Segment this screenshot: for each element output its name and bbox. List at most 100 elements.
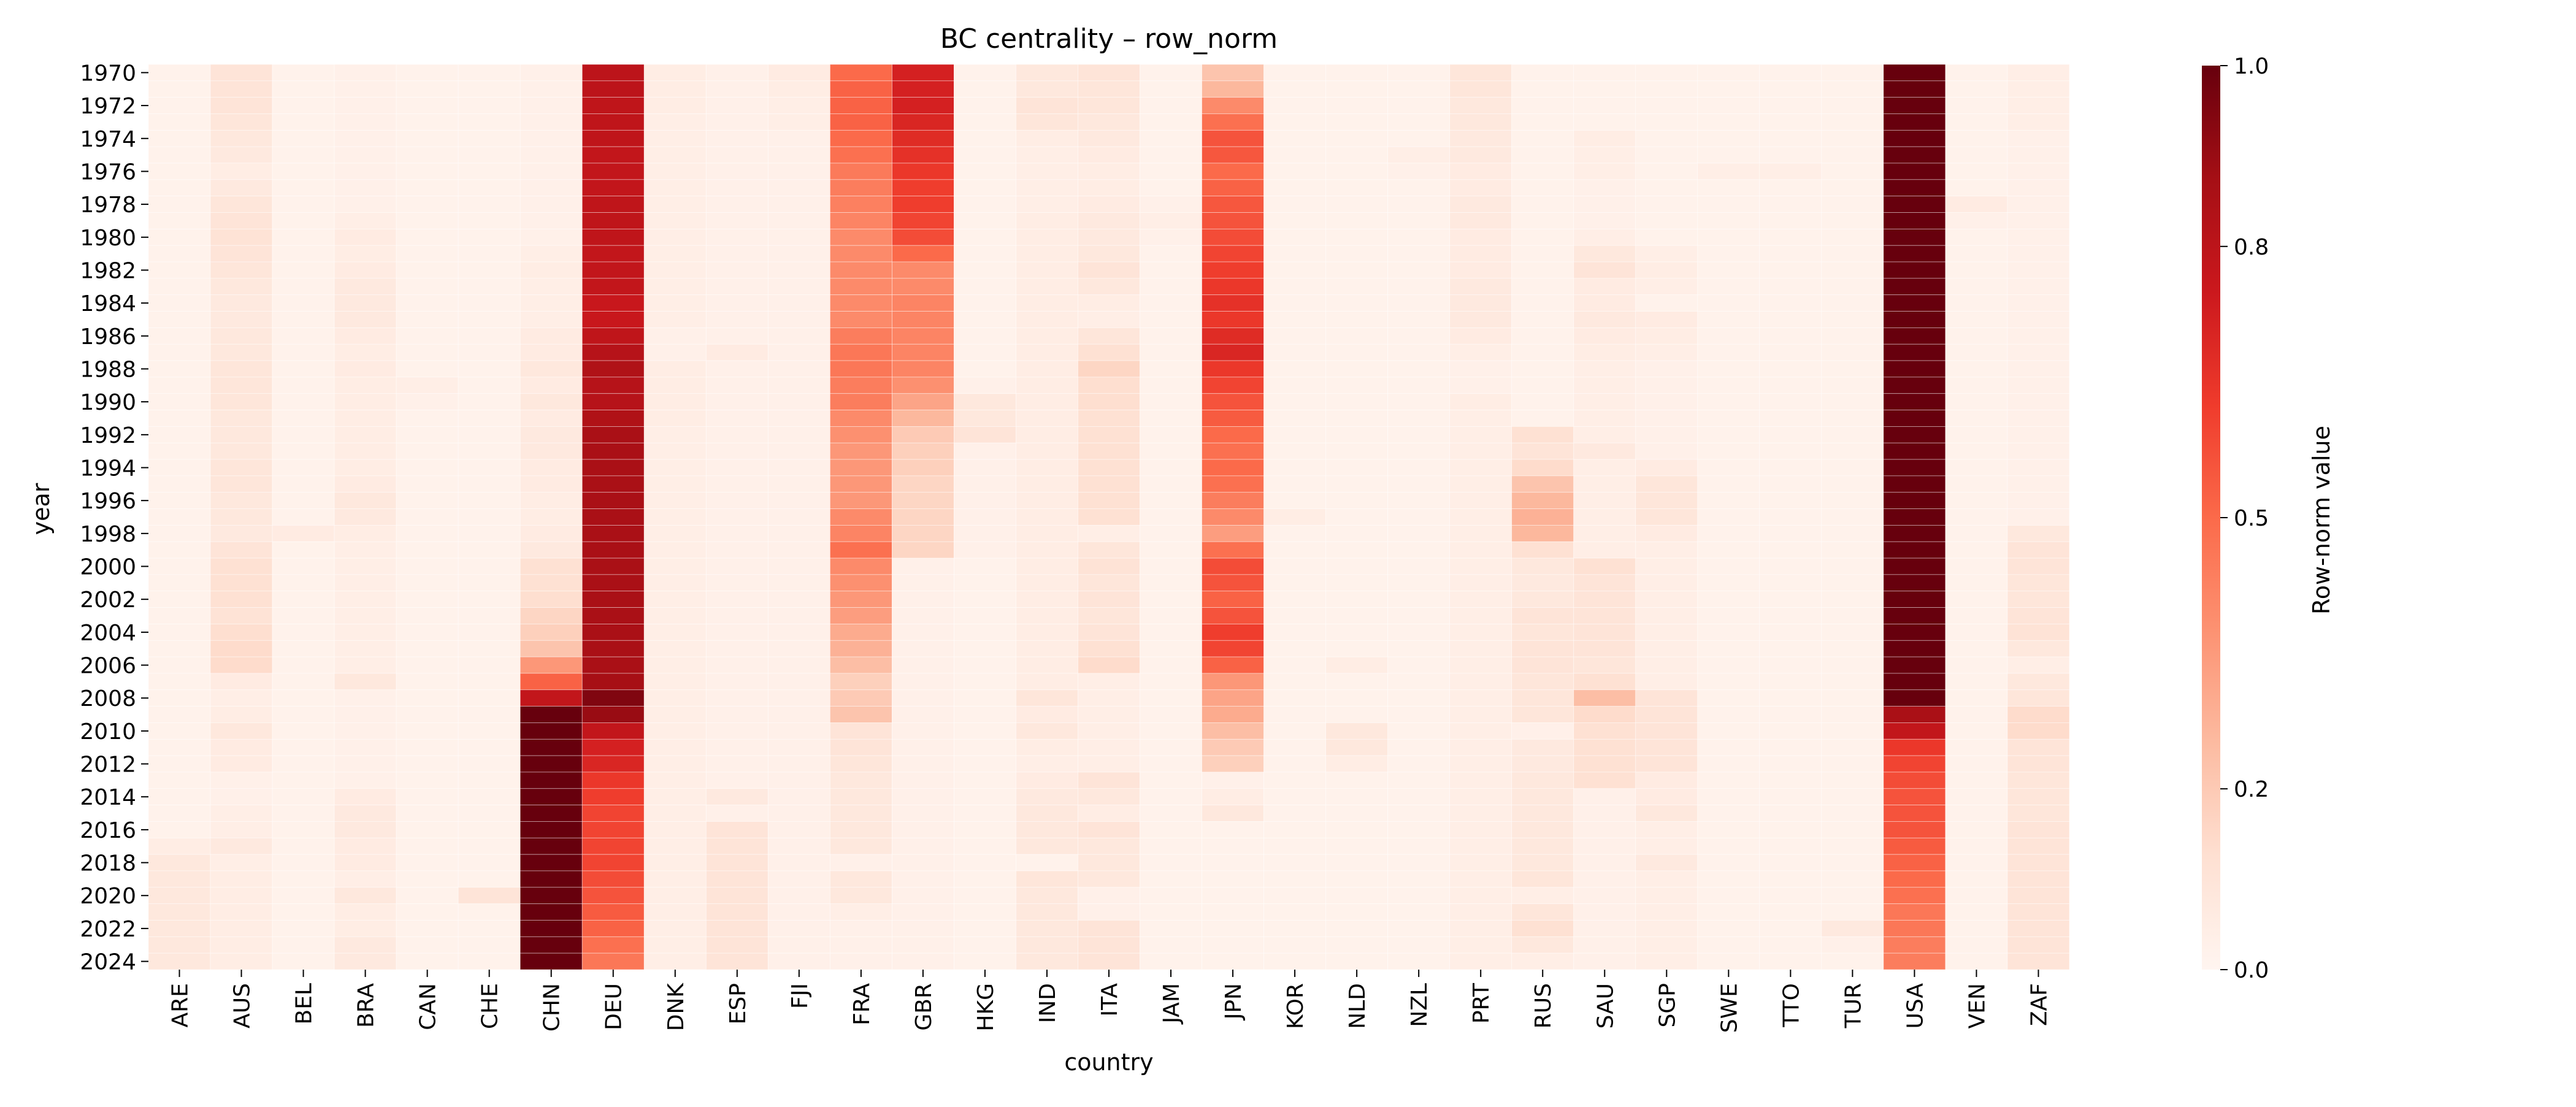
heatmap-cell-ZAF-1992: [2007, 426, 2070, 443]
heatmap-cell-PRT-2017: [1449, 837, 1512, 855]
heatmap-cell-DNK-1994: [643, 459, 707, 477]
heatmap-cell-USA-2004: [1883, 624, 1946, 641]
heatmap-cell-KOR-2000: [1263, 557, 1327, 575]
heatmap-cell-FRA-2008: [829, 689, 892, 707]
heatmap-cell-BEL-2001: [272, 574, 335, 592]
heatmap-cell-KOR-2015: [1263, 805, 1327, 822]
heatmap-cell-FJI-2009: [767, 706, 830, 723]
heatmap-cell-BEL-2000: [272, 557, 335, 575]
heatmap-cell-FJI-2011: [767, 738, 830, 756]
heatmap-cell-KOR-1999: [1263, 541, 1327, 559]
heatmap-cell-SWE-2002: [1697, 591, 1760, 608]
heatmap-cell-AUS-1994: [210, 459, 273, 477]
heatmap-cell-USA-2021: [1883, 903, 1946, 921]
heatmap-cell-NZL-1993: [1387, 442, 1451, 460]
heatmap-cell-SAU-1975: [1573, 146, 1636, 164]
heatmap-cell-JPN-2006: [1202, 656, 1264, 674]
heatmap-cell-AUS-1992: [210, 426, 273, 443]
heatmap-cell-CAN-1992: [396, 426, 459, 443]
heatmap-cell-ZAF-1994: [2007, 459, 2070, 477]
heatmap-cell-FJI-1977: [767, 179, 830, 197]
heatmap-cell-BRA-1975: [334, 146, 397, 164]
heatmap-cell-CHN-2016: [519, 821, 583, 838]
heatmap-cell-JPN-1998: [1202, 525, 1264, 542]
heatmap-cell-JPN-2015: [1202, 805, 1264, 822]
heatmap-cell-GBR-1999: [891, 541, 954, 559]
heatmap-cell-CAN-2009: [396, 706, 459, 723]
y-tick-label-1980: 1980: [80, 226, 136, 251]
heatmap-cell-ITA-2014: [1078, 788, 1140, 806]
heatmap-cell-JAM-2015: [1140, 805, 1202, 822]
heatmap-cell-BEL-1999: [272, 541, 335, 559]
x-tick-label-TTO: TTO: [1779, 983, 1804, 1028]
heatmap-cell-KOR-1990: [1263, 393, 1327, 410]
heatmap-cell-KOR-1981: [1263, 245, 1327, 262]
heatmap-cell-ESP-2000: [705, 557, 769, 575]
heatmap-cell-VEN-1986: [1945, 327, 2008, 345]
heatmap-cell-DEU-2023: [581, 936, 645, 954]
heatmap-cell-USA-1986: [1883, 327, 1946, 345]
heatmap-cell-SGP-1972: [1635, 97, 1698, 114]
heatmap-cell-BRA-1979: [334, 212, 397, 229]
heatmap-cell-JAM-1995: [1140, 475, 1202, 493]
heatmap-cell-CAN-2008: [396, 689, 459, 707]
heatmap-cell-IND-1975: [1016, 146, 1078, 164]
heatmap-cell-HKG-1972: [954, 97, 1016, 114]
heatmap-cell-ITA-2016: [1078, 821, 1140, 838]
heatmap-cell-NZL-2000: [1387, 557, 1451, 575]
heatmap-cell-PRT-2004: [1449, 624, 1512, 641]
heatmap-cell-HKG-2008: [954, 689, 1016, 707]
heatmap-cell-NLD-1998: [1325, 525, 1389, 542]
x-tick-label-ZAF: ZAF: [2026, 983, 2052, 1026]
heatmap-cell-ITA-1979: [1078, 212, 1140, 229]
heatmap-cell-GBR-1974: [891, 129, 954, 147]
heatmap-cell-IND-1970: [1016, 64, 1078, 82]
heatmap-cell-HKG-2024: [954, 952, 1016, 970]
heatmap-cell-ITA-2007: [1078, 673, 1140, 691]
heatmap-cell-ITA-1982: [1078, 261, 1140, 279]
heatmap-cell-JPN-1988: [1202, 360, 1264, 378]
heatmap-cell-FJI-1996: [767, 492, 830, 509]
heatmap-cell-BEL-2004: [272, 624, 335, 641]
heatmap-cell-SAU-1973: [1573, 113, 1636, 131]
heatmap-cell-SAU-1974: [1573, 129, 1636, 147]
heatmap-cell-ESP-2018: [705, 854, 769, 871]
heatmap-cell-DEU-2013: [581, 772, 645, 789]
heatmap-cell-CHE-1987: [458, 343, 521, 361]
heatmap-cell-TUR-2007: [1821, 673, 1884, 691]
heatmap-cell-IND-1971: [1016, 80, 1078, 98]
heatmap-cell-ARE-1983: [148, 278, 211, 296]
heatmap-cell-ARE-1996: [148, 492, 211, 509]
heatmap-cell-FJI-2023: [767, 936, 830, 954]
heatmap-cell-DEU-2021: [581, 903, 645, 921]
heatmap-cell-DNK-1996: [643, 492, 707, 509]
heatmap-cell-RUS-1973: [1511, 113, 1574, 131]
heatmap-cell-JPN-1974: [1202, 129, 1264, 147]
heatmap-cell-RUS-2019: [1511, 870, 1574, 888]
heatmap-cell-JPN-2017: [1202, 837, 1264, 855]
heatmap-cell-ITA-1992: [1078, 426, 1140, 443]
heatmap-cell-TUR-1990: [1821, 393, 1884, 410]
heatmap-cell-RUS-1970: [1511, 64, 1574, 82]
heatmap-cell-BEL-2017: [272, 837, 335, 855]
heatmap-cell-DNK-1980: [643, 228, 707, 246]
heatmap-cell-ESP-2001: [705, 574, 769, 592]
heatmap-cell-CAN-1982: [396, 261, 459, 279]
heatmap-cell-CAN-1996: [396, 492, 459, 509]
heatmap-cell-SWE-1993: [1697, 442, 1760, 460]
heatmap-cell-SGP-1981: [1635, 245, 1698, 262]
heatmap-cell-ARE-2001: [148, 574, 211, 592]
heatmap-cell-BRA-2019: [334, 870, 397, 888]
heatmap-cell-ZAF-1977: [2007, 179, 2070, 197]
heatmap-cell-NZL-1980: [1387, 228, 1451, 246]
heatmap-cell-AUS-2021: [210, 903, 273, 921]
heatmap-cell-KOR-2023: [1263, 936, 1327, 954]
heatmap-cell-ITA-2005: [1078, 640, 1140, 657]
heatmap-cell-JAM-2006: [1140, 656, 1202, 674]
heatmap-cell-PRT-2007: [1449, 673, 1512, 691]
heatmap-cell-TTO-2004: [1759, 624, 1822, 641]
heatmap-cell-AUS-2005: [210, 640, 273, 657]
heatmap-cell-VEN-2002: [1945, 591, 2008, 608]
heatmap-cell-SWE-1973: [1697, 113, 1760, 131]
heatmap-cell-NLD-1994: [1325, 459, 1389, 477]
